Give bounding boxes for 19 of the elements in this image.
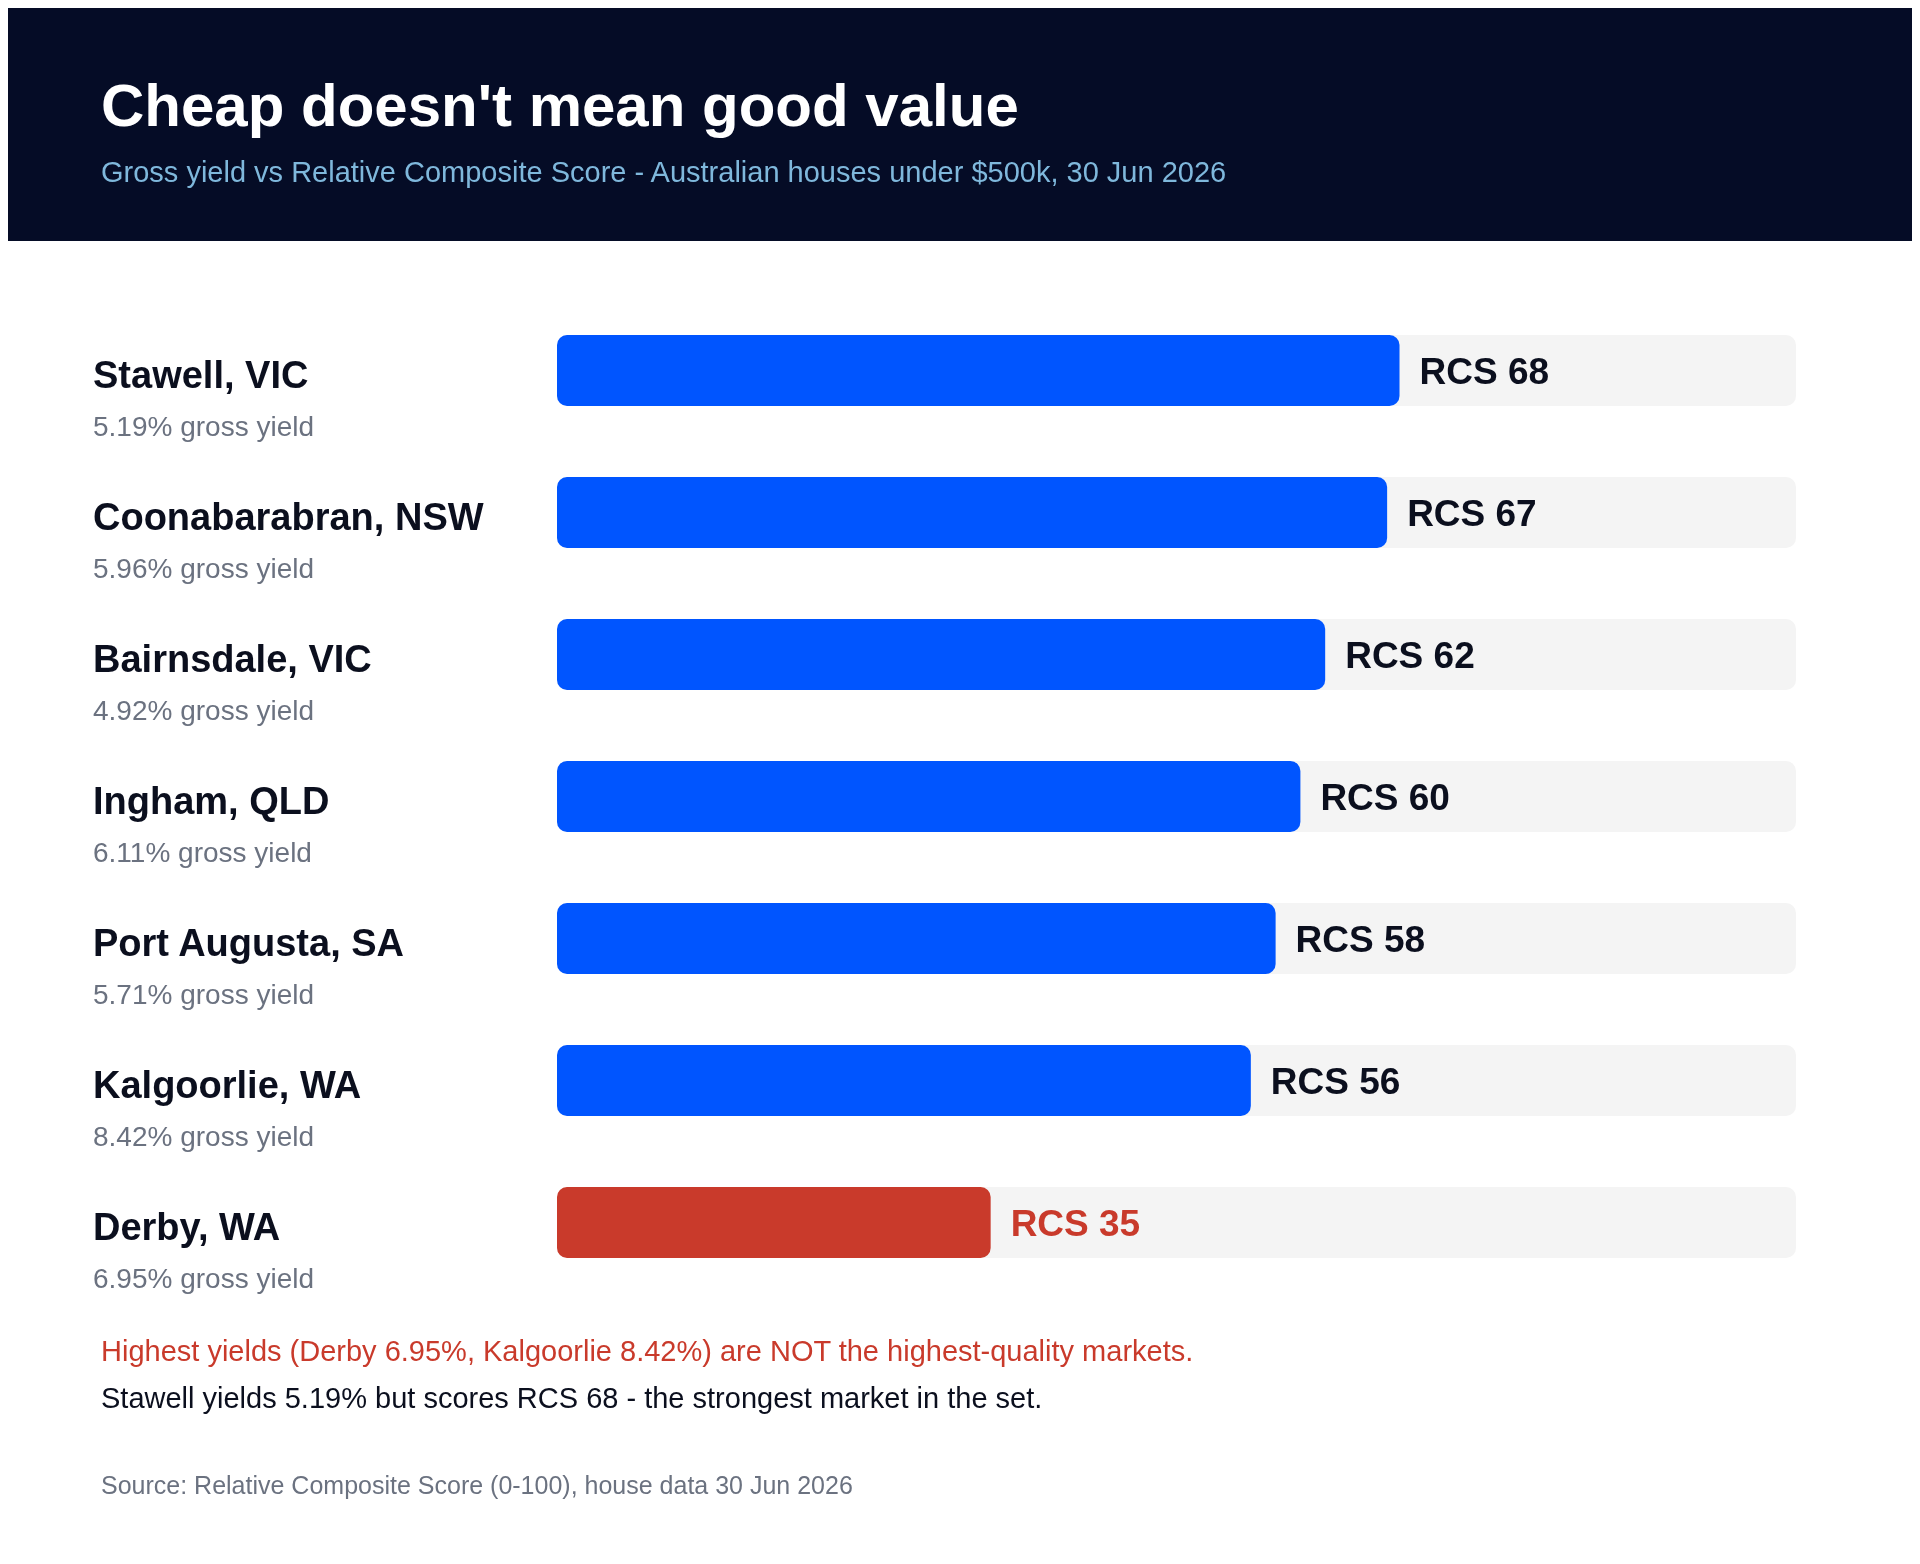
- y-tick-label: Bairnsdale, VIC 4.92% gross yield: [93, 638, 372, 726]
- data-label: RCS 62: [1345, 634, 1475, 676]
- data-label: RCS 67: [1407, 492, 1537, 534]
- y-tick-label: Stawell, VIC 5.19% gross yield: [93, 354, 315, 442]
- chart-title: Cheap doesn't mean good value: [101, 71, 1020, 141]
- y-tick-label: Coonabarabran, NSW 5.96% gross yield: [93, 496, 484, 584]
- chart-subtitle: Gross yield vs Relative Composite Score - Australian houses under $500k, 30 Jun 2026: [101, 156, 1228, 189]
- data-label: RCS 35: [1010, 1202, 1141, 1244]
- data-label: RCS 60: [1320, 776, 1450, 818]
- data-label: RCS 56: [1270, 1060, 1401, 1102]
- source-note: Source: Relative Composite Score (0-100), house data 30 Jun 2026: [101, 1471, 854, 1500]
- y-tick-label: Port Augusta, SA 5.71% gross yield: [93, 922, 405, 1010]
- data-label: RCS 58: [1295, 918, 1426, 960]
- text: Stawell yields 5.19% but scores RCS 68 - the strongest market in the set.: [101, 1382, 1044, 1415]
- data-label: RCS 68: [1419, 350, 1550, 392]
- text: Highest yields (Derby 6.95%, Kalgoorlie 8.42%) are NOT the highest-quality markets.: [101, 1335, 1195, 1368]
- y-tick-label: Derby, WA 6.95% gross yield: [93, 1206, 315, 1294]
- y-tick-label: Ingham, QLD 6.11% gross yield: [93, 780, 330, 868]
- y-tick-label: Kalgoorlie, WA 8.42% gross yield: [93, 1064, 362, 1152]
